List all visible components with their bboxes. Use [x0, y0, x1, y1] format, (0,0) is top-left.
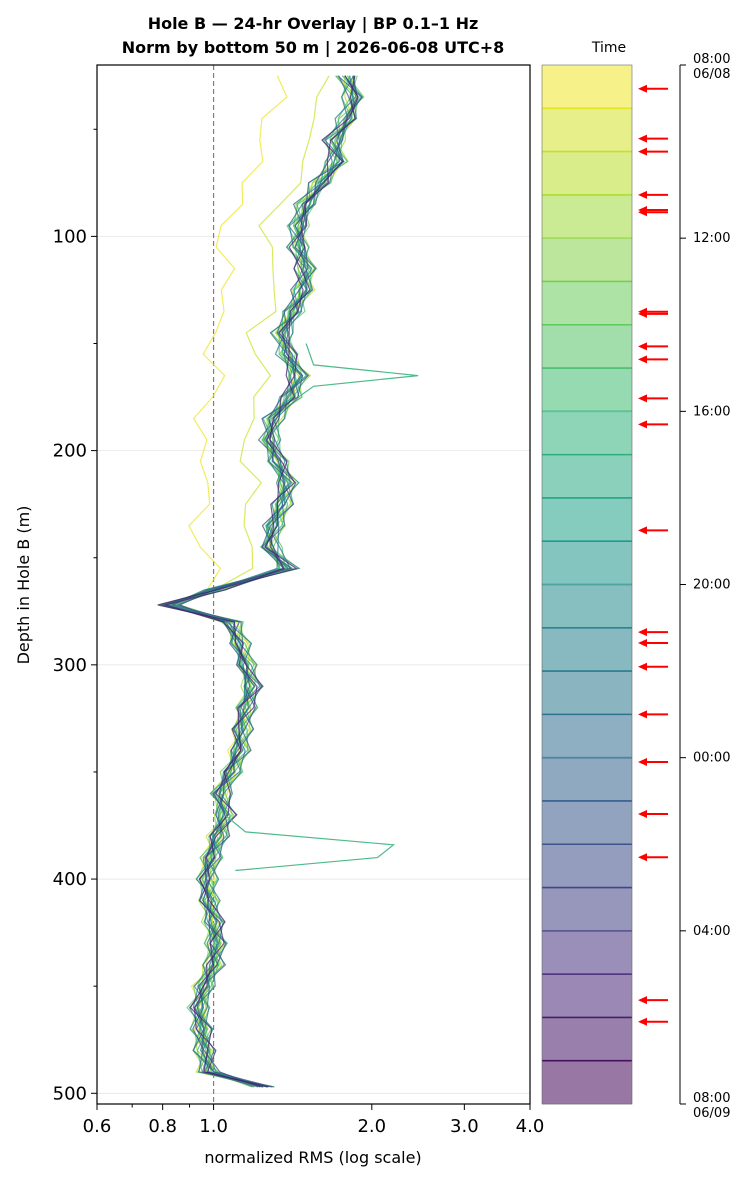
- chart-title-line2: Norm by bottom 50 m | 2026-06-08 UTC+8: [122, 38, 505, 58]
- x-tick-label: 3.0: [450, 1116, 479, 1137]
- trace-line: [160, 75, 359, 1088]
- arrow-head: [638, 662, 647, 671]
- trace-line: [174, 75, 356, 1088]
- colorbar-band: [542, 368, 632, 412]
- time-tick-label: 08:00 06/09: [693, 1091, 730, 1121]
- trace-line: [178, 75, 358, 1088]
- chart-title-line1: Hole B — 24-hr Overlay | BP 0.1–1 Hz: [148, 14, 479, 34]
- x-axis-ticks: 0.6 0.8 1.0 2.0 3.0 4.0: [83, 1104, 545, 1137]
- trace-line: [158, 75, 354, 1088]
- arrow-head: [638, 809, 647, 818]
- y-tick-label: 100: [53, 226, 87, 247]
- arrow-head: [638, 208, 647, 217]
- trace-line: [161, 75, 357, 1088]
- time-tick-label: 20:00: [693, 578, 730, 593]
- y-tick-label: 300: [53, 655, 87, 676]
- arrow-head: [638, 420, 647, 429]
- x-tick-label: 1.0: [199, 1116, 228, 1137]
- colorbar-band: [542, 757, 632, 802]
- trace-line: [165, 75, 365, 1088]
- colorbar-band: [542, 671, 632, 715]
- x-tick-label: 0.8: [148, 1116, 177, 1137]
- time-axis: 08:00 06/08 12:00 16:00 20:00 00:00 04:00 08:00…: [679, 52, 730, 1121]
- colorbar-band: [542, 541, 632, 585]
- colorbar-frame: [541, 64, 633, 1105]
- arrow-head: [638, 394, 647, 403]
- arrow-head: [638, 853, 647, 862]
- profile-traces: [157, 75, 419, 1088]
- colorbar-band: [542, 1017, 632, 1062]
- trace-line: [169, 75, 358, 1088]
- colorbar-band: [542, 627, 632, 672]
- arrow-head: [638, 526, 647, 535]
- arrow-head: [638, 710, 647, 719]
- colorbar-band: [542, 108, 632, 152]
- colorbar-band: [542, 454, 632, 499]
- arrow-head: [638, 628, 647, 637]
- time-tick-label: 16:00: [693, 404, 730, 419]
- colorbar-band: [542, 1060, 632, 1105]
- arrow-head: [638, 309, 647, 318]
- time-tick-label: 04:00: [693, 924, 730, 939]
- colorbar-band: [542, 238, 632, 282]
- x-tick-label: 2.0: [357, 1116, 386, 1137]
- time-tick-label: 12:00: [693, 231, 730, 246]
- colorbar-band: [542, 584, 632, 629]
- arrow-head: [638, 342, 647, 351]
- colorbar-band: [542, 65, 632, 109]
- spike-trace: [224, 814, 396, 872]
- trace-line: [163, 75, 356, 1088]
- arrow-head: [638, 1017, 647, 1026]
- grid-lines: [97, 235, 530, 1094]
- arrow-head: [638, 355, 647, 364]
- arrow-head: [638, 147, 647, 156]
- time-tick-label: 08:00 06/08: [693, 52, 730, 82]
- trace-line: [177, 75, 358, 1088]
- arrow-head: [638, 190, 647, 199]
- colorbar-band: [542, 151, 632, 196]
- time-tick-label: 00:00: [693, 751, 730, 766]
- arrow-head: [638, 996, 647, 1005]
- trace-line: [169, 75, 357, 1088]
- trace-line: [161, 75, 355, 1088]
- trace-line: [176, 75, 362, 1088]
- trace-line: [165, 75, 359, 1088]
- colorbar-band: [542, 324, 632, 369]
- colorbar-band: [542, 411, 632, 455]
- y-tick-label: 400: [53, 869, 87, 890]
- trace-line: [157, 75, 359, 1088]
- trace-line: [171, 75, 363, 1088]
- spike-trace: [298, 343, 419, 398]
- x-tick-label: 4.0: [516, 1116, 545, 1137]
- trace-line: [169, 75, 357, 1088]
- trace-line: [159, 75, 353, 1088]
- y-tick-label: 500: [53, 1083, 87, 1104]
- colorbar-title: Time: [591, 40, 626, 56]
- event-arrows: [638, 84, 668, 1026]
- y-axis-ticks: 100 200 300 400 500: [53, 128, 97, 1104]
- plot-frame: [96, 64, 531, 1105]
- colorbar-band: [542, 281, 632, 326]
- arrow-head: [638, 638, 647, 647]
- y-axis-label: Depth in Hole B (m): [14, 506, 33, 665]
- x-tick-label: 0.6: [83, 1116, 112, 1137]
- colorbar-band: [542, 930, 632, 975]
- colorbar-band: [542, 800, 632, 845]
- trace-line: [161, 75, 358, 1088]
- trace-line: [159, 75, 364, 1088]
- colorbar: [541, 64, 633, 1105]
- colorbar-band: [542, 844, 632, 888]
- arrow-head: [638, 757, 647, 766]
- colorbar-band: [542, 974, 632, 1018]
- arrow-head: [638, 84, 647, 93]
- y-tick-label: 200: [53, 441, 87, 462]
- colorbar-band: [542, 887, 632, 932]
- x-axis-label: normalized RMS (log scale): [204, 1148, 421, 1167]
- colorbar-band: [542, 194, 632, 239]
- colorbar-band: [542, 497, 632, 542]
- colorbar-band: [542, 714, 632, 758]
- arrow-head: [638, 134, 647, 143]
